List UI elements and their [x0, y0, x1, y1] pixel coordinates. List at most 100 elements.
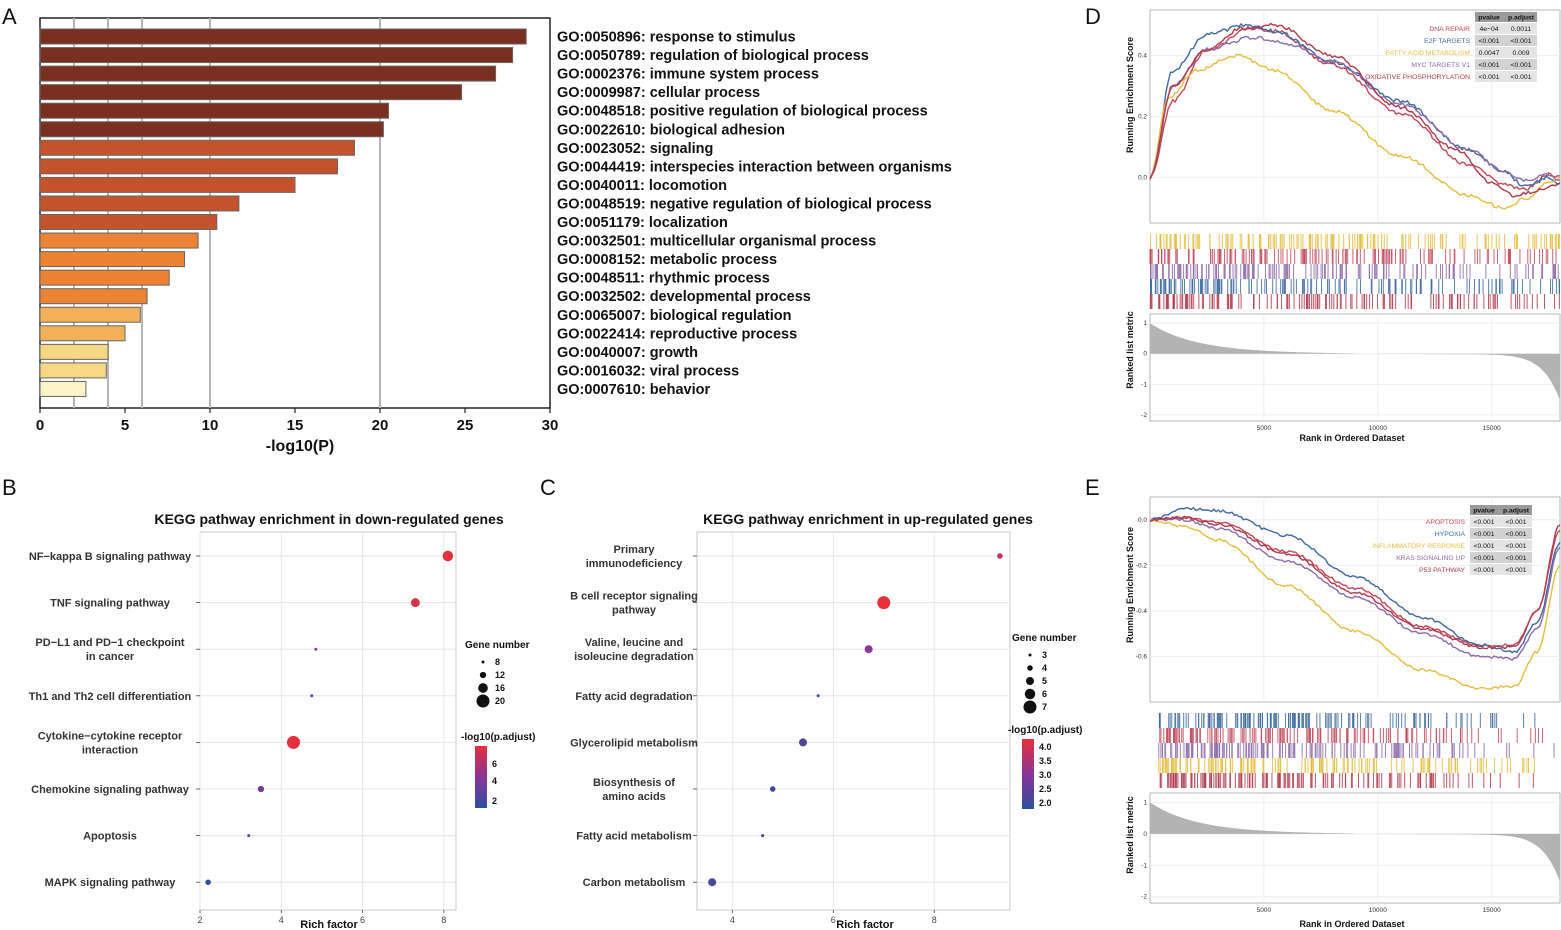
panel-e-gsea-plot: 0.0 -0.2 -0.4 -0.6 pvalue p.adjust APOPTOSIS <0…	[1125, 496, 1561, 929]
panel-b-point	[247, 834, 251, 838]
panel-b-category-label: in cancer	[86, 651, 135, 663]
panel-b-color-tick-label: 6	[492, 759, 497, 769]
panel-a-category-label: GO:0048519: negative regulation of biolo…	[557, 196, 932, 212]
panel-d-rank-tick-label: -2	[1141, 412, 1147, 419]
panel-a-tick-label: 10	[202, 417, 219, 434]
panel-c-category-label: Primary	[614, 544, 656, 556]
panel-c-legend-size-label: 3	[1042, 650, 1047, 660]
panel-a-tick-label: 20	[372, 417, 389, 434]
panel-e-table-row-bg	[1470, 552, 1532, 563]
panel-c-color-tick-label: 3.5	[1039, 756, 1052, 766]
panel-d-y-tick-label: 0.0	[1138, 174, 1147, 181]
panel-e-pvalue: <0.001	[1474, 519, 1495, 526]
panel-d-hit-bar-fatty-acid-metabolism	[1150, 234, 1561, 249]
panel-a-category-label: GO:0051179: localization	[557, 215, 728, 231]
panel-e-rank-tick-label: 1	[1143, 799, 1147, 806]
panel-a-x-ticks: 0 5 10 15 20 25 30	[36, 408, 558, 434]
panel-b-legend-size-dot	[479, 671, 487, 679]
panel-c-category-label: Biosynthesis of	[593, 777, 675, 789]
panel-c-category-label: Valine, leucine and	[585, 637, 683, 649]
panel-d-hit-bar-e2f-targets	[1150, 279, 1560, 294]
panel-c-point	[864, 645, 873, 654]
panel-c-point	[761, 834, 765, 838]
panel-a-bar	[39, 28, 527, 45]
panel-d-curve-myc-targets-v1	[1149, 35, 1560, 183]
panel-e-curve-inflammatory-response	[1149, 518, 1561, 690]
panel-a-bar	[39, 176, 296, 193]
panel-e-hit-bar-p53-pathway	[1159, 773, 1534, 788]
panel-e-pvalue: <0.001	[1474, 531, 1495, 538]
panel-e-es-frame	[1149, 496, 1561, 703]
panel-b-dot-plot: KEGG pathway enrichment in down-regulate…	[29, 511, 536, 930]
panel-a-bar-chart: GO:0050896: response to stimulus GO:00507…	[36, 17, 952, 455]
panel-b-color-tick-label: 4	[492, 776, 497, 786]
panel-a-category-labels: GO:0050896: response to stimulus GO:00507…	[557, 30, 952, 398]
panel-e-x-axis-label: Rank in Ordered Dataset	[1299, 919, 1404, 929]
panel-e-padjust: <0.001	[1506, 531, 1527, 538]
panel-e-y2-axis-label: Ranked list metric	[1125, 796, 1135, 874]
panel-a-gridlines	[73, 18, 381, 408]
panel-b-x-tick-label: 4	[279, 915, 284, 925]
panel-d-rank-tick-label: 0	[1143, 351, 1147, 358]
panel-d-y-axis-label: Running Enrichment Score	[1125, 37, 1135, 153]
panel-e-y-axis-label: Running Enrichment Score	[1125, 527, 1135, 643]
panel-a-tick-label: 0	[36, 417, 44, 434]
panel-label-c: C	[540, 475, 556, 500]
panel-e-padjust: <0.001	[1506, 519, 1527, 526]
panel-c-points	[708, 553, 1003, 887]
panel-c-category-label: Fatty acid metabolism	[576, 831, 692, 843]
panel-a-x-axis-label: -log10(P)	[266, 438, 334, 455]
panel-d-hit-bar-oxidative-phosphorylation	[1149, 294, 1560, 309]
panel-a-bar	[39, 139, 355, 156]
panel-e-legend-name: P53 PATHWAY	[1419, 567, 1465, 574]
panel-e-table-row-bg	[1470, 528, 1532, 539]
panel-label-b: B	[2, 475, 17, 500]
panel-e-rank-frame	[1149, 792, 1561, 904]
panel-e-padjust: <0.001	[1506, 567, 1527, 574]
panel-d-table-header: pvalue	[1478, 15, 1500, 22]
panel-c-category-label: Glycerolipid metabolism	[570, 737, 698, 749]
panel-b-category-label: NF−kappa B signaling pathway	[29, 551, 192, 563]
panel-e-rank-tick-label: -2	[1141, 894, 1147, 901]
panel-d-legend-name: E2F TARGETS	[1424, 38, 1470, 45]
panel-d-curve-fatty-acid-metabolism	[1149, 53, 1561, 210]
panel-c-dot-plot: KEGG pathway enrichment in up-regulated …	[570, 511, 1082, 930]
panel-b-category-label: MAPK signaling pathway	[45, 877, 177, 889]
panel-d-legend-name: FATTY ACID METABOLISM	[1386, 50, 1471, 57]
panel-c-category-label: Carbon metabolism	[583, 877, 686, 889]
panel-a-bar	[39, 325, 126, 342]
panel-d-x-axis-label: Rank in Ordered Dataset	[1299, 433, 1404, 443]
panel-e-x-tick-label: 15000	[1483, 907, 1501, 914]
panel-b-legend-color-title: -log10(p.adjust)	[461, 732, 535, 743]
panel-a-bar	[39, 214, 218, 230]
panel-a-bar	[39, 158, 338, 175]
panel-b-category-label: interaction	[82, 744, 139, 756]
panel-d-legend-name: MYC TARGETS V1	[1411, 62, 1470, 69]
panel-a-category-label: GO:0050789: regulation of biological pro…	[557, 48, 869, 64]
panel-c-gridlines	[697, 532, 1010, 910]
panel-c-category-label: pathway	[612, 605, 657, 617]
panel-a-bar	[39, 269, 170, 286]
panel-a-bar	[39, 102, 389, 119]
panel-e-y-tick-label: -0.6	[1136, 653, 1148, 660]
panel-d-table-header-bg	[1475, 12, 1537, 22]
panel-c-legend: Gene number 3 4 5 6 7 -log10(p.adjust) 4.0 3.5 3.…	[1008, 633, 1082, 809]
panel-a-category-label: GO:0016032: viral process	[557, 363, 739, 379]
panel-b-legend-size-dot	[476, 694, 490, 708]
panel-b-category-label: Apoptosis	[83, 831, 137, 843]
panel-b-x-tick-label: 6	[360, 915, 365, 925]
panel-c-category-label: Fatty acid degradation	[575, 691, 693, 703]
panel-a-category-label: GO:0008152: metabolic process	[557, 252, 777, 268]
panel-d-table-row-bg	[1475, 35, 1537, 46]
panel-a-bar	[39, 306, 141, 323]
panel-a-tick-label: 25	[457, 417, 474, 434]
panel-c-legend-size-dot	[1024, 688, 1036, 700]
panel-e-curve-apoptosis	[1149, 515, 1561, 648]
panel-e-table-header: pvalue	[1473, 508, 1495, 515]
panel-c-category-label: isoleucine degradation	[574, 651, 694, 663]
panel-b-category-labels: NF−kappa B signaling pathway TNF signalin…	[29, 551, 200, 889]
panel-e-hit-bar-inflammatory-response	[1158, 758, 1535, 773]
panel-a-category-label: GO:0022414: reproductive process	[557, 326, 797, 342]
panel-d-curve-dna-repair	[1149, 26, 1561, 191]
